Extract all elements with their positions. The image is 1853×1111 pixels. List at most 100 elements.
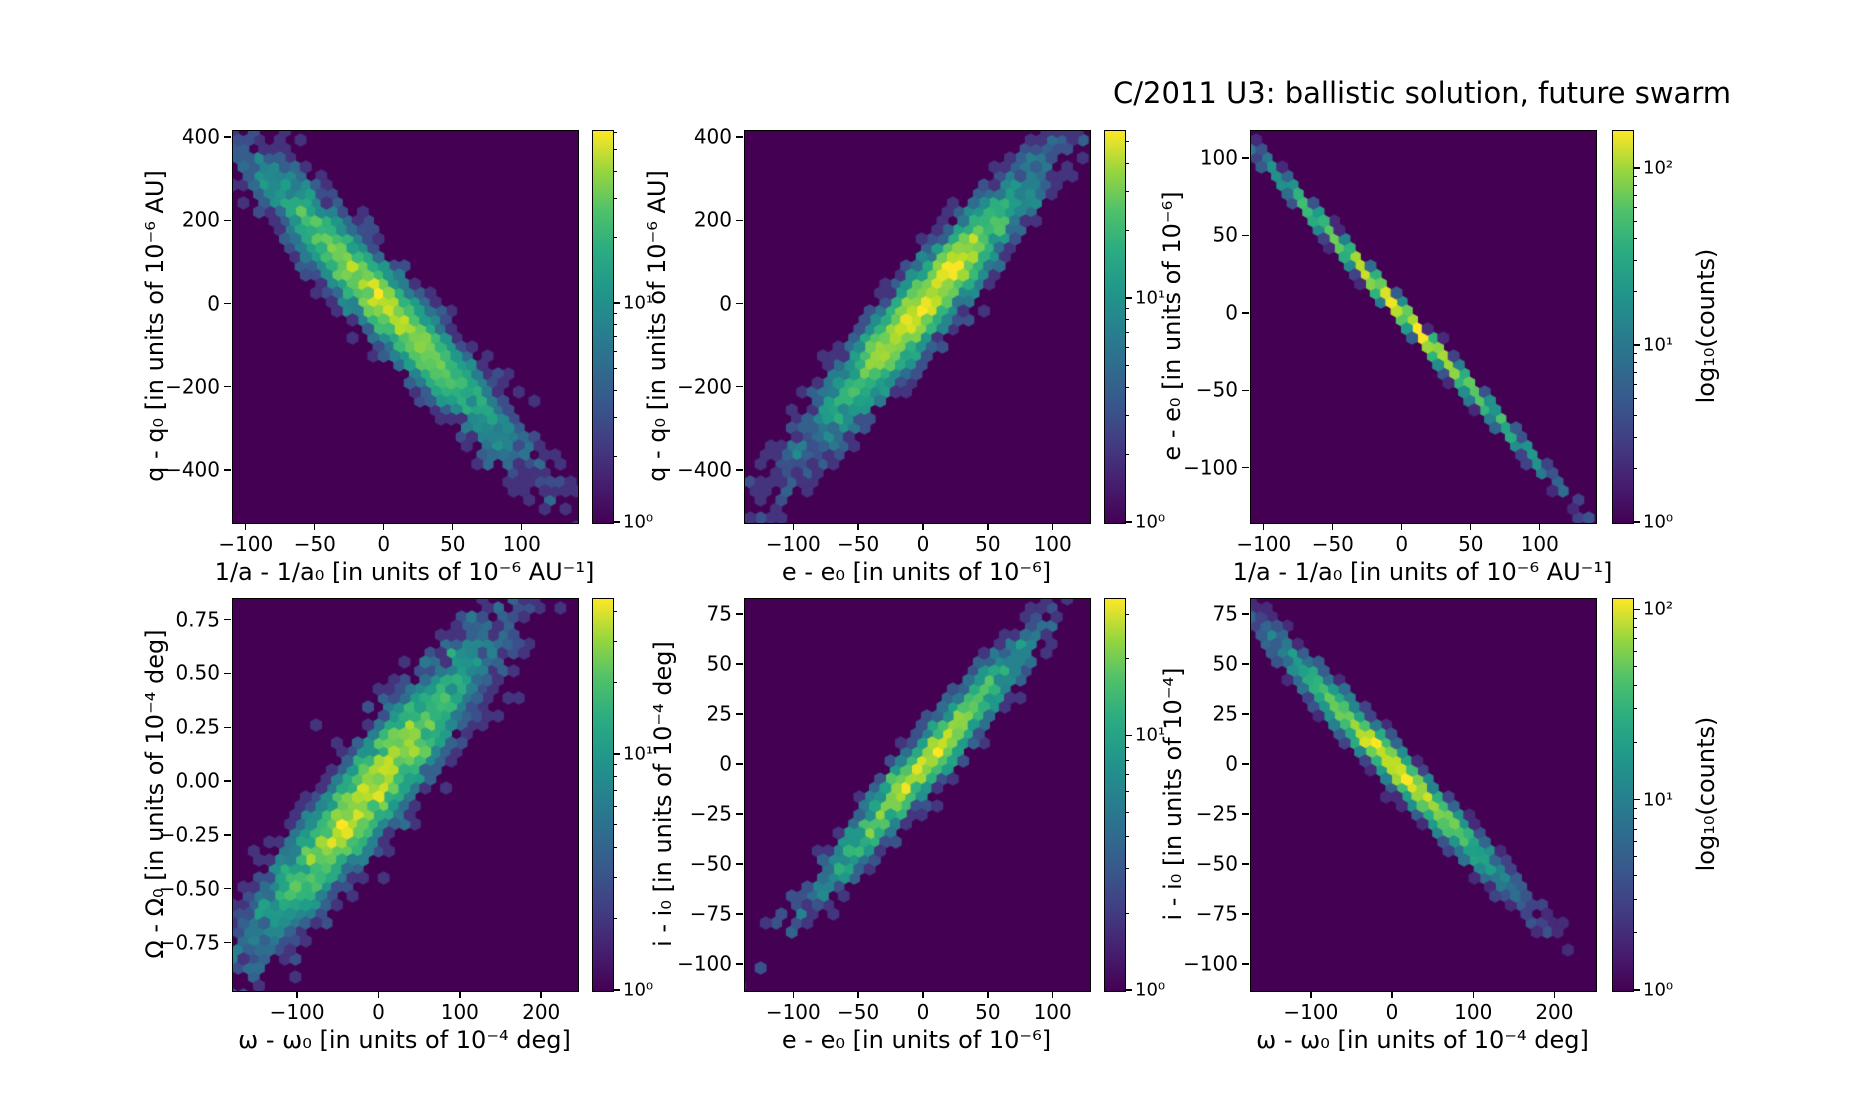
y-tick-label: 400: [181, 124, 220, 149]
y-tick-label: −0.25: [158, 822, 220, 847]
y-tick-mark: [736, 763, 743, 765]
x-tick-mark: [521, 523, 523, 530]
x-tick-mark: [922, 991, 924, 998]
colorbar-minor-tick-mark: [1633, 352, 1637, 354]
colorbar-minor-tick-mark: [1633, 371, 1637, 373]
x-tick-mark: [1401, 523, 1403, 530]
colorbar-minor-tick-mark: [613, 170, 617, 172]
y-tick-mark: [224, 219, 231, 221]
colorbar-minor-tick-mark: [1125, 332, 1129, 334]
hexbin-plot-e-vs-inverse-a: [1250, 130, 1597, 524]
colorbar-minor-tick-mark: [1125, 868, 1129, 870]
y-tick-label: −50: [1195, 377, 1238, 402]
colorbar-minor-tick-mark: [1633, 175, 1637, 177]
y-tick-mark: [224, 618, 231, 621]
y-tick-mark: [1242, 813, 1249, 815]
colorbar-minor-tick-mark: [613, 918, 617, 920]
y-tick-mark: [1242, 467, 1249, 469]
colorbar-tick-label: 10⁰: [1643, 979, 1674, 1001]
colorbar-minor-tick-mark: [1633, 856, 1637, 858]
x-tick-label: −100: [765, 532, 821, 556]
y-tick-label: 0: [1225, 751, 1238, 776]
y-axis-label: q - q₀ [in units of 10⁻⁶ AU]: [141, 170, 169, 482]
x-tick-mark: [452, 523, 454, 530]
x-tick-label: 50: [440, 532, 466, 556]
colorbar-tick-label: 10¹: [1643, 789, 1674, 811]
colorbar-minor-tick-mark: [1633, 666, 1637, 668]
colorbar-minor-tick-mark: [1633, 184, 1637, 186]
x-tick-label: 0: [372, 1000, 385, 1024]
x-tick-label: 100: [1454, 1000, 1493, 1024]
colorbar-tick-mark: [1633, 344, 1640, 346]
colorbar-minor-tick-mark: [1633, 468, 1637, 470]
x-tick-label: −50: [293, 532, 336, 556]
colorbar-minor-tick-mark: [1633, 684, 1637, 686]
hexbin-plot-i-vs-argperi: [1250, 598, 1597, 992]
x-tick-mark: [1051, 991, 1054, 998]
y-tick-mark: [224, 726, 231, 728]
colorbar-tick-label: 10⁰: [1135, 511, 1166, 533]
colorbar-minor-tick-mark: [613, 611, 617, 613]
y-tick-label: 50: [1212, 222, 1238, 247]
y-tick-mark: [736, 863, 743, 865]
x-axis-label: 1/a - 1/a₀ [in units of 10⁻⁶ AU⁻¹]: [214, 558, 595, 586]
colorbar-minor-tick-mark: [613, 805, 617, 807]
x-tick-mark: [1472, 991, 1474, 998]
colorbar-minor-tick-mark: [1633, 741, 1637, 743]
colorbar-minor-tick-mark: [1633, 874, 1637, 876]
y-tick-label: 0: [1225, 300, 1238, 325]
x-tick-label: 100: [440, 1000, 479, 1024]
x-tick-label: 100: [1033, 1000, 1072, 1024]
colorbar-tick-label: 10²: [1643, 598, 1674, 620]
hexbin-plot-q-vs-e: [744, 130, 1091, 524]
x-tick-label: 100: [1033, 532, 1072, 556]
y-axis-label: e - e₀ [in units of 10⁻⁶]: [1158, 191, 1186, 461]
colorbar-minor-tick-mark: [1633, 817, 1637, 819]
colorbar-tick-label: 10²: [1643, 157, 1674, 179]
y-axis-label: Ω - Ω₀ [in units of 10⁻⁴ deg]: [141, 629, 169, 959]
x-tick-mark: [922, 523, 924, 530]
colorbar-minor-tick-mark: [613, 336, 617, 338]
colorbar-tick-mark: [613, 989, 620, 991]
colorbar-minor-tick-mark: [613, 351, 617, 353]
colorbar-minor-tick-mark: [613, 764, 617, 766]
x-tick-label: 0: [1395, 532, 1409, 556]
x-tick-mark: [1391, 991, 1393, 998]
colorbar-minor-tick-mark: [613, 776, 617, 778]
y-tick-label: −100: [677, 951, 732, 976]
x-tick-mark: [987, 523, 989, 530]
colorbar-minor-tick-mark: [613, 312, 617, 314]
colorbar: [1104, 598, 1126, 992]
hexbin-plot-i-vs-e: [744, 598, 1091, 992]
colorbar-tick-label: 10⁰: [1135, 979, 1166, 1001]
colorbar-tick-mark: [1125, 734, 1132, 737]
y-tick-mark: [1242, 663, 1249, 665]
y-tick-mark: [736, 813, 743, 815]
y-tick-label: 0: [207, 291, 220, 316]
colorbar-minor-tick-mark: [1125, 162, 1129, 164]
colorbar-minor-tick-mark: [613, 824, 617, 826]
y-tick-mark: [224, 136, 231, 138]
y-tick-label: −50: [689, 851, 732, 876]
colorbar-minor-tick-mark: [1633, 397, 1637, 399]
colorbar-tick-mark: [1633, 521, 1640, 523]
y-tick-label: −25: [689, 801, 732, 826]
colorbar-tick-mark: [613, 521, 620, 523]
x-tick-label: −100: [218, 532, 274, 556]
y-tick-label: 0: [719, 291, 732, 316]
y-tick-mark: [736, 302, 743, 305]
hexbin-plot-q-vs-inverse-a: [232, 130, 579, 524]
x-tick-label: 100: [502, 532, 541, 556]
x-axis-label: e - e₀ [in units of 10⁻⁶]: [781, 558, 1052, 586]
colorbar-minor-tick-mark: [1633, 291, 1637, 293]
y-tick-label: 100: [1199, 145, 1238, 170]
colorbar-minor-tick-mark: [1125, 307, 1129, 309]
y-tick-label: −200: [677, 374, 732, 399]
colorbar-minor-tick-mark: [1125, 347, 1129, 349]
hexbin-plot-node-vs-argperi: [232, 598, 579, 992]
colorbar-minor-tick-mark: [1633, 807, 1637, 809]
y-tick-label: 50: [1212, 651, 1238, 676]
colorbar-minor-tick-mark: [1633, 260, 1637, 262]
x-tick-mark: [314, 523, 316, 530]
colorbar-minor-tick-mark: [1125, 386, 1129, 388]
